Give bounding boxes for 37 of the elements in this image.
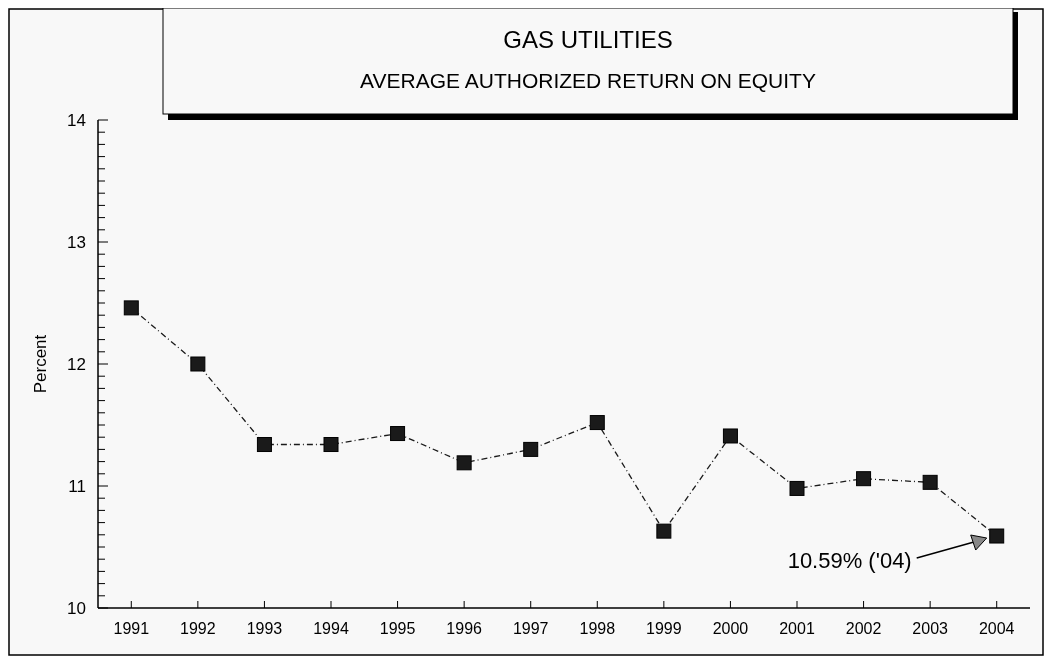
- chart-title: GAS UTILITIES: [503, 26, 673, 53]
- x-tick-label: 1997: [512, 620, 549, 637]
- x-tick-label: 1999: [646, 620, 682, 637]
- x-tick-label: 2001: [779, 620, 815, 637]
- point: [256, 437, 272, 453]
- point: [989, 528, 1005, 544]
- x-tick-label: 2002: [845, 620, 882, 637]
- x-tick-label: 1998: [579, 620, 616, 637]
- point: [589, 415, 605, 431]
- annotation: 10.59% ('04): [787, 548, 912, 574]
- point: [456, 455, 472, 471]
- point: [656, 523, 672, 539]
- y-tick-label: 11: [68, 476, 86, 496]
- point: [789, 480, 805, 496]
- x-tick-label: 1993: [246, 620, 283, 637]
- point: [523, 441, 539, 457]
- point: [390, 426, 406, 442]
- x-tick-label: 2004: [978, 620, 1015, 637]
- point: [922, 474, 938, 490]
- point: [190, 356, 206, 372]
- x-tick-label: 1994: [313, 620, 349, 637]
- point: [323, 437, 339, 453]
- point: [123, 300, 139, 316]
- x-tick-label: 1992: [180, 620, 216, 637]
- x-tick-label: 2000: [712, 620, 749, 637]
- y-tick-label: 13: [67, 232, 86, 252]
- y-tick-label: 14: [67, 110, 86, 130]
- y-tick-label: 10: [67, 598, 86, 618]
- point: [722, 428, 738, 444]
- x-tick-label: 2003: [912, 620, 949, 637]
- chart-subtitle: AVERAGE AUTHORIZED RETURN ON EQUITY: [360, 69, 816, 92]
- y-axis-title: Percent: [31, 334, 50, 394]
- y-tick-label: 12: [67, 354, 86, 374]
- x-tick-label: 1996: [446, 620, 483, 637]
- point: [856, 471, 872, 487]
- x-tick-label: 1991: [113, 620, 150, 637]
- x-tick-label: 1995: [379, 620, 416, 637]
